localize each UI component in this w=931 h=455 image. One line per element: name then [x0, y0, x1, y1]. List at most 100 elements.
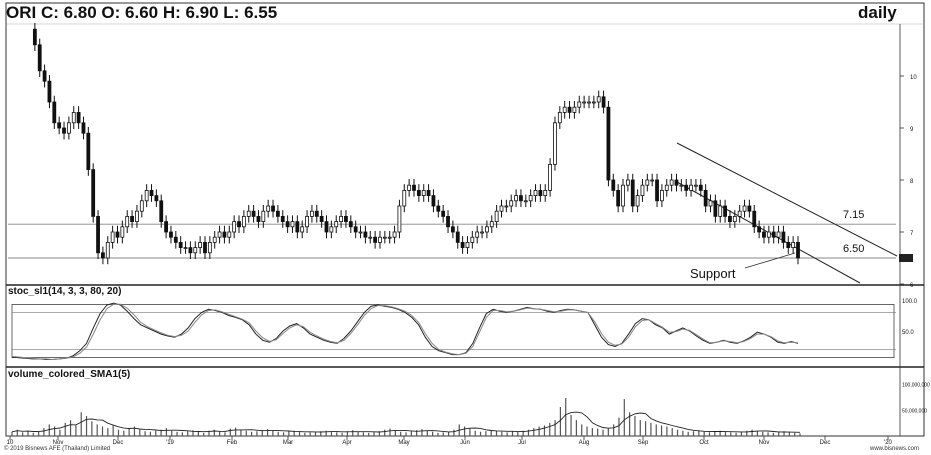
candle-body	[728, 215, 732, 222]
candle-body	[164, 221, 169, 233]
candle-body	[178, 241, 183, 248]
footer-copyright: © 2019 Bisnews AFE (Thailand) Limited	[4, 446, 111, 452]
candle-body	[460, 241, 465, 248]
candle-body	[694, 184, 698, 187]
candle-body	[47, 80, 52, 103]
x-tick-label: Jul	[518, 440, 526, 446]
support-annotation: Support	[690, 266, 736, 281]
x-tick-label: '19	[166, 440, 174, 446]
candle-body	[519, 195, 523, 202]
candle-body	[645, 179, 650, 186]
candle-body	[159, 200, 164, 223]
candle-body	[441, 210, 446, 217]
stoch-tick-label: 50.0	[902, 330, 914, 336]
candle-body	[752, 210, 757, 228]
candle-body	[582, 101, 587, 104]
x-tick-label: Sep	[638, 440, 649, 446]
candle-body	[353, 226, 358, 233]
candle-body	[596, 96, 601, 103]
candle-body	[703, 189, 708, 207]
chart-title: ORI C: 6.80 O: 6.60 H: 6.90 L: 6.55	[6, 3, 278, 22]
candle-body	[742, 205, 747, 212]
outer-frame	[5, 2, 925, 437]
candle-body	[732, 215, 737, 222]
candle-body	[723, 205, 727, 217]
candle-body	[32, 28, 37, 46]
candle-body	[324, 221, 329, 233]
candle-body	[339, 215, 343, 222]
candle-body	[412, 184, 416, 191]
x-tick-label: Dec	[820, 440, 831, 446]
price-tick-label: 9	[910, 127, 914, 133]
candle-body	[130, 215, 134, 222]
candle-body	[659, 189, 664, 202]
stoch-line-d	[11, 303, 799, 361]
candle-body	[154, 195, 159, 202]
candle-body	[426, 189, 431, 196]
candle-body	[378, 236, 382, 243]
candle-body	[655, 179, 659, 202]
last-price-marker	[899, 254, 913, 262]
x-tick-label: Apr	[342, 440, 351, 446]
candle-body	[105, 241, 110, 259]
candle-body	[611, 179, 616, 191]
candle-body	[86, 132, 91, 170]
candle-body	[348, 221, 353, 228]
candle-body	[120, 226, 125, 238]
candle-body	[373, 236, 378, 243]
candle-body	[504, 205, 509, 208]
x-tick-label: Nov	[759, 440, 770, 446]
stoch-line-k	[11, 302, 799, 360]
candle-body	[567, 106, 572, 113]
candle-body	[227, 231, 232, 238]
candle-body	[616, 189, 621, 207]
level-label-1: 6.50	[843, 243, 864, 255]
level-label-0: 7.15	[843, 209, 864, 221]
candle-body	[37, 44, 42, 72]
candle-body	[222, 231, 227, 238]
candle-body	[718, 205, 723, 217]
candle-body	[757, 226, 762, 233]
candle-body	[465, 241, 470, 248]
x-tick-label: Mar	[283, 440, 293, 446]
candle-body	[275, 210, 280, 217]
candle-body	[241, 215, 246, 228]
candle-body	[125, 215, 130, 228]
candle-body	[548, 163, 553, 191]
candle-body	[198, 241, 203, 248]
candle-body	[708, 200, 713, 207]
candle-body	[543, 189, 548, 196]
price-tick-label: 6	[910, 283, 914, 289]
candle-body	[387, 236, 392, 239]
candle-body	[762, 231, 766, 238]
candle-body	[591, 101, 596, 104]
volume-panel-title: volume_colored_SMA1(5)	[8, 369, 131, 380]
candle-body	[246, 210, 251, 217]
candle-body	[421, 189, 426, 196]
candle-body	[674, 179, 679, 186]
candle-body	[523, 200, 528, 203]
x-tick-label: Jun	[460, 440, 470, 446]
candle-body	[635, 195, 640, 207]
candle-body	[305, 215, 309, 228]
candle-body	[650, 179, 655, 182]
candle-body	[110, 231, 115, 243]
candle-body	[91, 169, 96, 217]
candle-body	[684, 184, 689, 191]
volume-tick-label: 100,000,000	[902, 382, 930, 388]
candle-body	[183, 247, 188, 250]
candle-body	[499, 205, 504, 212]
candle-body	[470, 236, 475, 243]
candle-body	[193, 247, 198, 254]
stochastic-panel-title: stoc_sl1(14, 3, 3, 80, 20)	[8, 286, 122, 297]
candle-body	[397, 205, 402, 233]
candle-body	[553, 122, 557, 165]
candle-body	[669, 179, 674, 186]
candle-body	[455, 231, 460, 243]
candle-body	[149, 189, 154, 196]
candle-body	[310, 210, 314, 217]
candle-body	[101, 252, 105, 259]
candle-body	[679, 184, 684, 187]
